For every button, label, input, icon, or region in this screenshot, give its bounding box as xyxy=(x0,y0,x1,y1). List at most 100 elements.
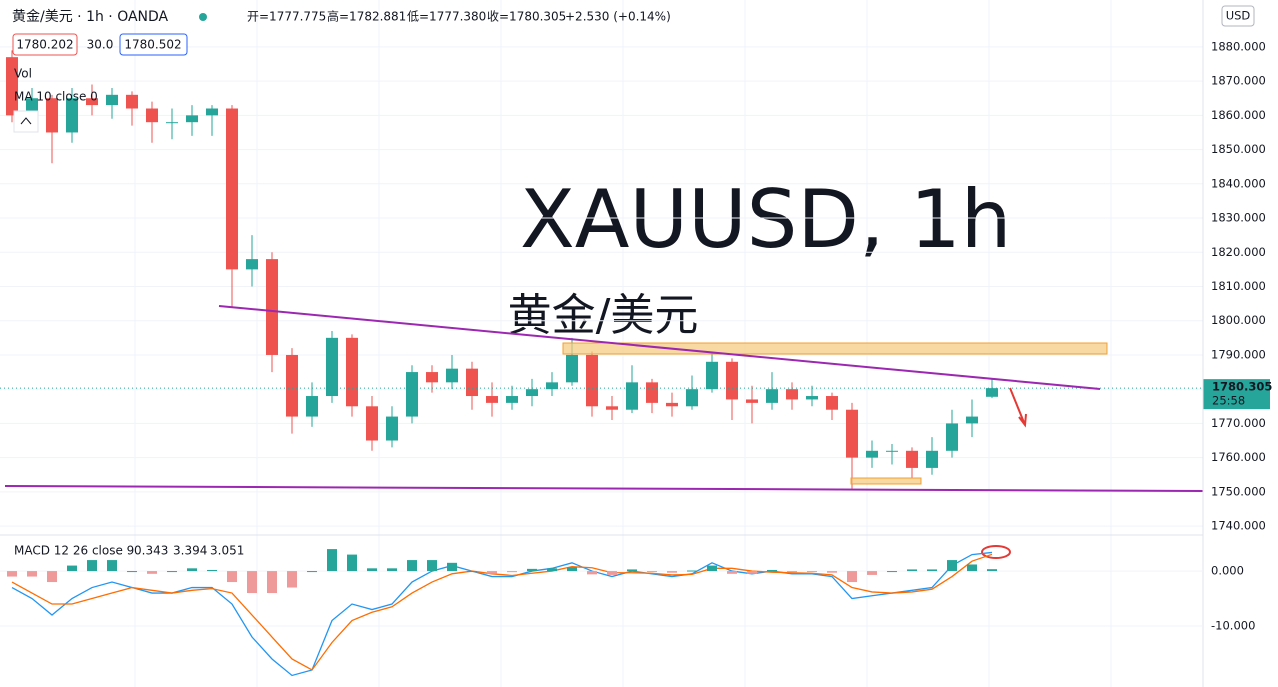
histogram-bar xyxy=(747,571,757,574)
ma-label: MA 10 close 0 xyxy=(14,90,98,104)
ohlc-close: 收=1780.305 xyxy=(487,10,566,24)
histogram-bar xyxy=(587,571,597,575)
ohlc-open: 开=1777.775 xyxy=(247,10,326,24)
histogram-bar xyxy=(167,571,177,573)
candle-body xyxy=(686,389,698,407)
candle-body xyxy=(826,396,838,410)
histogram-bar xyxy=(7,571,17,577)
vol-label: Vol xyxy=(14,67,32,81)
candle-body xyxy=(726,361,738,400)
y-tick-label: 1750.000 xyxy=(1211,484,1266,498)
histogram-bar xyxy=(687,570,697,572)
watermark-sub: 黄金/美元 xyxy=(508,290,699,341)
highlight xyxy=(981,545,1011,559)
candle-body xyxy=(346,337,358,407)
support-line xyxy=(4,485,1204,492)
price-pane: 1740.0001750.0001760.0001770.0001780.000… xyxy=(0,39,1272,533)
status-dot xyxy=(199,13,207,21)
histogram-bar xyxy=(807,571,817,573)
histogram-bar xyxy=(267,571,277,594)
sell-button[interactable] xyxy=(12,33,78,56)
y-tick-label: 1810.000 xyxy=(1211,279,1266,293)
y-tick-label: 1850.000 xyxy=(1211,142,1266,156)
histogram-bar xyxy=(127,571,137,573)
histogram-bar xyxy=(367,568,377,572)
candle-body xyxy=(426,372,438,383)
change: +2.530 (+0.14%) xyxy=(565,10,671,24)
histogram-bar xyxy=(447,562,457,572)
candle-body xyxy=(646,382,658,403)
y-tick-label: 1800.000 xyxy=(1211,313,1266,327)
y-tick-label: 1790.000 xyxy=(1211,347,1266,361)
ohlc-high: 高=1782.881 xyxy=(327,9,406,24)
candle-body xyxy=(446,368,458,383)
candle-body xyxy=(366,406,378,441)
candle-body xyxy=(466,368,478,397)
last-price-tag xyxy=(1203,379,1270,410)
candle-body xyxy=(946,423,958,451)
candle-body xyxy=(746,399,758,403)
histogram-bar xyxy=(967,564,977,572)
y-tick-label: 1760.000 xyxy=(1211,450,1266,464)
candle-body xyxy=(606,406,618,410)
currency: USD xyxy=(1226,9,1251,23)
histogram-bar xyxy=(767,569,777,572)
histogram-bar xyxy=(607,571,617,575)
histogram-bar xyxy=(527,568,537,572)
histogram-bar xyxy=(207,569,217,572)
candle-body xyxy=(486,396,498,403)
candle-body xyxy=(246,259,258,270)
histogram-bar xyxy=(927,569,937,572)
candle-body xyxy=(906,450,918,468)
collapse-icon xyxy=(20,117,32,125)
candle-body xyxy=(46,98,58,133)
histogram-bar xyxy=(907,569,917,572)
candle-body xyxy=(6,57,18,116)
y-tick-label: 1860.000 xyxy=(1211,108,1266,122)
candle-body xyxy=(986,388,998,397)
candle-body xyxy=(866,450,878,458)
histogram-bar xyxy=(627,569,637,572)
spread: 30.0 xyxy=(87,38,114,52)
candle-body xyxy=(506,396,518,403)
macd-legend-value: 0.343 xyxy=(134,544,168,558)
histogram-bar xyxy=(567,567,577,572)
symbol: 黄金/美元 · 1h · OANDA xyxy=(12,8,169,25)
histogram-bar xyxy=(707,565,717,572)
histogram-bar xyxy=(287,571,297,588)
y-tick-label: 1880.000 xyxy=(1211,39,1266,53)
histogram-bar xyxy=(947,560,957,572)
histogram-bar xyxy=(147,571,157,574)
histogram-bar xyxy=(187,568,197,572)
y-tick-label: 1770.000 xyxy=(1211,416,1266,430)
support-zone xyxy=(850,477,922,485)
histogram-bar xyxy=(507,571,517,573)
candle-body xyxy=(306,396,318,417)
candle-body xyxy=(766,389,778,403)
candle-body xyxy=(406,372,418,417)
watermark: XAUUSD, 1h xyxy=(520,173,1011,266)
histogram-bar xyxy=(407,560,417,572)
macd-line xyxy=(11,553,993,671)
histogram-bar xyxy=(327,549,337,572)
histogram-bar xyxy=(647,571,657,573)
collapse-button[interactable] xyxy=(13,110,39,133)
histogram-bar xyxy=(47,571,57,583)
last-price: 1780.305 xyxy=(1212,380,1272,394)
currency-button[interactable] xyxy=(1221,5,1255,27)
candle-body xyxy=(586,354,598,407)
candle-body xyxy=(106,94,118,106)
arrow xyxy=(1009,387,1027,428)
histogram-bar xyxy=(427,560,437,572)
histogram-bar xyxy=(67,565,77,572)
histogram-bar xyxy=(667,571,677,573)
histogram-bar xyxy=(787,571,797,573)
histogram-bar xyxy=(27,571,37,577)
candle-body xyxy=(546,382,558,390)
candle-body xyxy=(926,450,938,468)
y-tick-label: 1820.000 xyxy=(1211,245,1266,259)
histogram-bar xyxy=(827,571,837,573)
candle-body xyxy=(66,98,78,133)
candle-body xyxy=(226,108,238,270)
buy-button[interactable] xyxy=(119,33,188,56)
